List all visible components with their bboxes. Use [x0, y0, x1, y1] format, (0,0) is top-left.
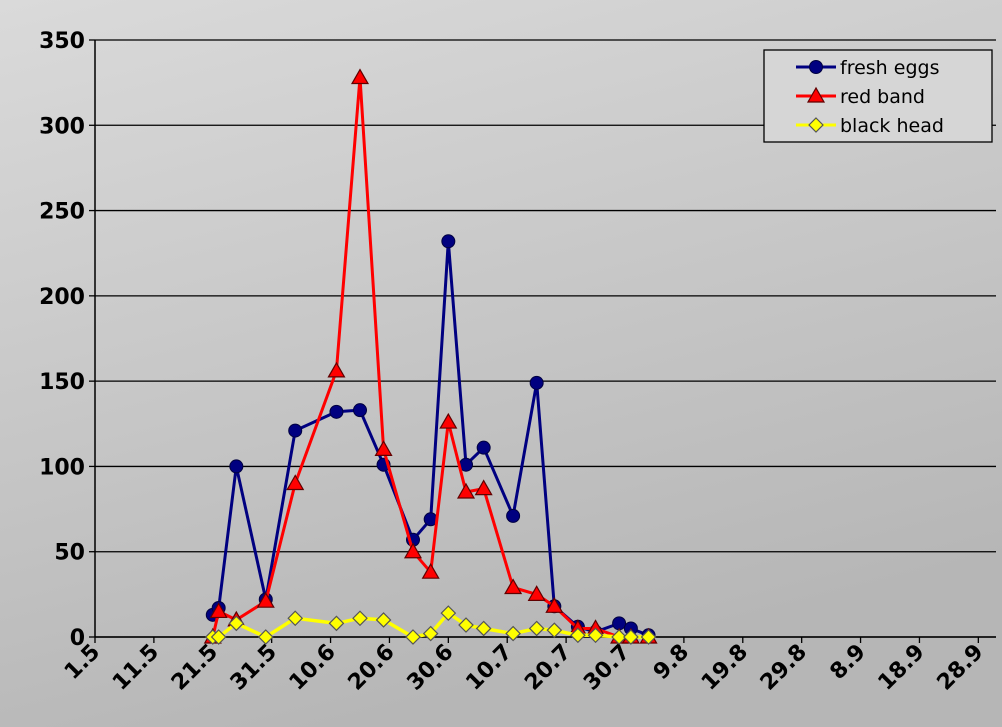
data-point-fresh-eggs — [441, 234, 456, 249]
data-point-red-band — [374, 440, 393, 456]
data-point-red-band — [209, 602, 228, 619]
data-point-black-head — [475, 620, 492, 637]
y-tick-label: 100 — [39, 455, 85, 480]
legend-label: black head — [840, 115, 944, 137]
series-layer — [203, 68, 658, 645]
data-point-black-head — [528, 620, 545, 637]
legend-marker-red-band — [806, 86, 826, 103]
data-point-fresh-eggs — [229, 459, 244, 474]
data-point-black-head — [440, 605, 457, 621]
legend-marker-black-head — [808, 117, 824, 133]
legend-label: fresh eggs — [840, 57, 939, 79]
data-point-fresh-eggs — [288, 423, 303, 438]
data-point-black-head — [210, 629, 227, 645]
data-point-fresh-eggs — [329, 404, 344, 419]
data-point-black-head — [611, 629, 627, 645]
data-point-black-head — [570, 627, 586, 644]
data-point-fresh-eggs — [529, 375, 544, 390]
data-point-black-head — [287, 610, 304, 627]
data-point-black-head — [458, 617, 474, 633]
data-point-red-band — [327, 361, 346, 378]
data-point-red-band — [474, 479, 493, 496]
y-tick-label: 200 — [39, 285, 85, 310]
y-axis-ticks: 0 50 100 150 200 250 300 350 — [39, 29, 95, 651]
series-black-head — [204, 605, 657, 645]
data-point-fresh-eggs — [476, 440, 491, 455]
data-point-red-band — [456, 482, 476, 499]
data-point-fresh-eggs — [353, 403, 367, 418]
data-point-red-band — [403, 542, 423, 559]
data-point-black-head — [623, 629, 639, 645]
data-point-red-band — [286, 474, 305, 491]
y-tick-label: 0 — [70, 626, 85, 651]
data-point-black-head — [328, 615, 345, 632]
y-tick-label: 150 — [39, 370, 85, 395]
data-point-black-head — [257, 629, 274, 645]
y-tick-label: 350 — [39, 29, 85, 54]
legend-marker-fresh-eggs — [809, 60, 823, 74]
y-tick-label: 50 — [54, 541, 85, 566]
data-point-black-head — [228, 615, 245, 632]
data-point-red-band — [504, 578, 523, 595]
data-point-fresh-eggs — [506, 508, 521, 523]
data-point-red-band — [439, 412, 458, 429]
legend-label: red band — [840, 86, 925, 108]
data-point-red-band — [421, 562, 440, 579]
data-point-black-head — [352, 610, 368, 627]
y-tick-label: 300 — [39, 114, 85, 139]
data-point-black-head — [587, 627, 604, 644]
data-point-red-band — [545, 597, 564, 613]
data-point-black-head — [422, 625, 439, 642]
data-point-red-band — [527, 585, 546, 601]
data-point-red-band — [350, 68, 370, 85]
data-point-black-head — [640, 629, 657, 645]
data-point-black-head — [505, 625, 521, 642]
data-point-black-head — [546, 622, 563, 639]
y-tick-label: 250 — [39, 200, 85, 225]
data-point-red-band — [256, 591, 275, 608]
legend: fresh eggs red band black head — [763, 49, 993, 143]
data-point-black-head — [405, 629, 421, 645]
data-point-black-head — [375, 612, 392, 628]
